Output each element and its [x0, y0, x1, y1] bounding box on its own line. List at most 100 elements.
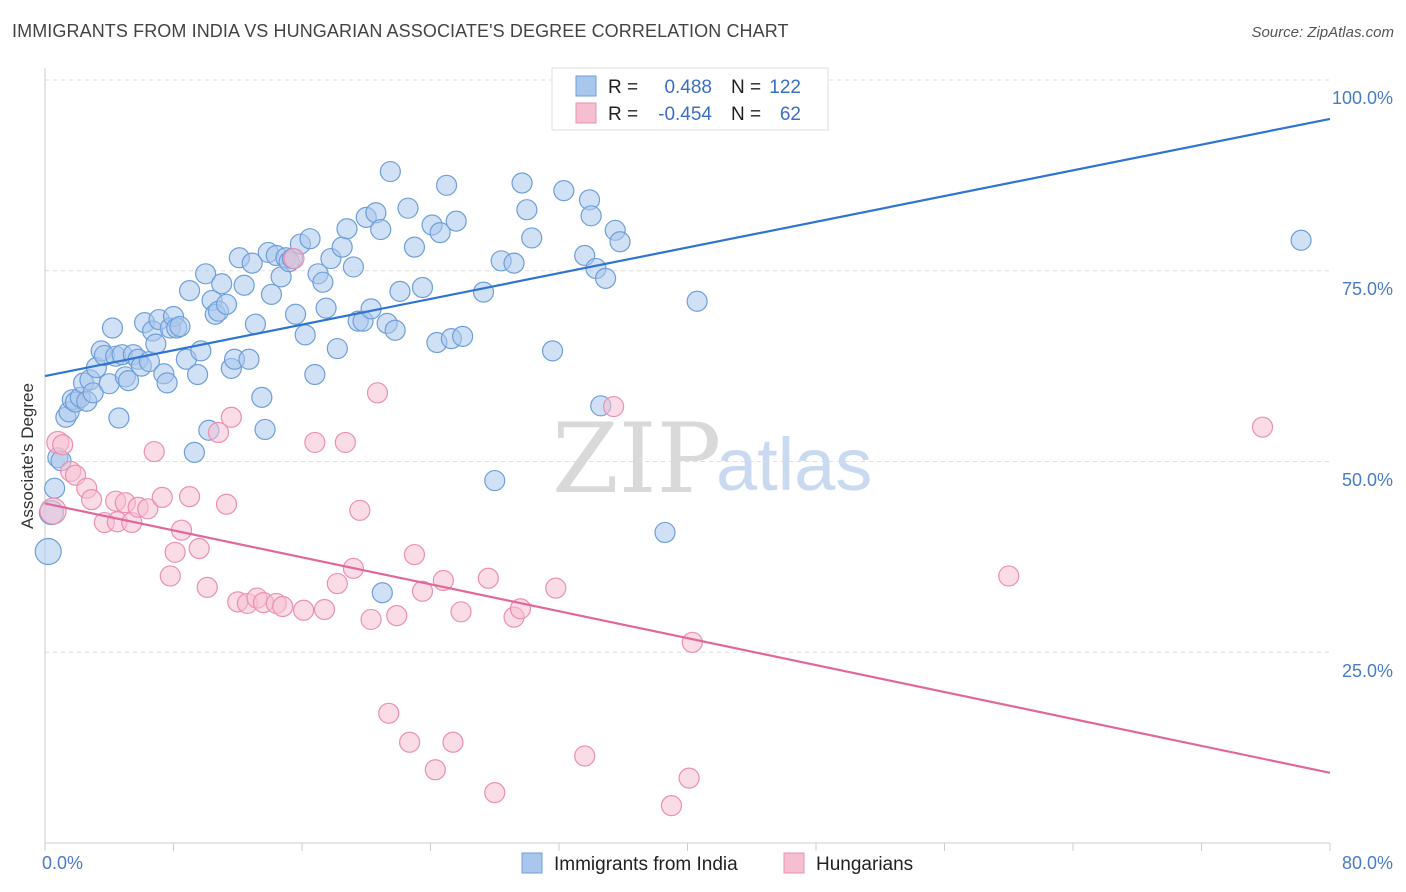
india-point-13 [82, 382, 104, 404]
hungarian-point-59 [681, 631, 703, 653]
bottom-legend-swatch-hungarian [783, 852, 805, 874]
hungarian-point-35 [326, 572, 348, 595]
india-point-57 [251, 386, 273, 409]
bottom-legend-label-india: Immigrants from India [554, 854, 738, 875]
india-point-84 [370, 218, 392, 241]
hungarian-point-61 [1251, 416, 1274, 438]
y-tick-label-50: 50.0% [1342, 470, 1393, 490]
legend-n-label-india: N = [731, 77, 761, 98]
hungarian-point-38 [349, 499, 371, 521]
india-point-91 [411, 276, 434, 299]
source-credit: Source: ZipAtlas.com [1251, 24, 1394, 41]
x-tick-label-max: 80.0% [1342, 853, 1393, 873]
hungarian-point-51 [484, 782, 506, 804]
india-point-20 [108, 407, 130, 429]
hungarian-point-49 [450, 601, 472, 623]
india-point-66 [284, 303, 307, 325]
india-point-39 [178, 279, 201, 302]
india-point-106 [541, 340, 564, 362]
hungarian-point-44 [403, 543, 426, 566]
stats-legend-box [551, 67, 829, 131]
hungarian-point-31 [283, 247, 305, 270]
y-tick-label-25: 25.0% [1342, 661, 1393, 681]
hungarian-point-36 [334, 431, 356, 454]
india-point-78 [342, 256, 364, 278]
india-point-53 [233, 274, 255, 296]
india-point-103 [511, 172, 533, 194]
hungarian-point-58 [678, 767, 700, 789]
india-point-23 [117, 370, 140, 392]
series-legend: Immigrants from India Hungarians [521, 852, 913, 875]
series-india-points [34, 160, 1312, 604]
legend-swatch-india [575, 75, 597, 97]
hungarian-point-15 [151, 486, 173, 508]
india-point-100 [484, 469, 506, 492]
hungarian-point-41 [378, 702, 400, 724]
hungarian-point-40 [366, 382, 389, 404]
chart-title: IMMIGRANTS FROM INDIA VS HUNGARIAN ASSOC… [12, 21, 789, 41]
hungarian-point-32 [293, 599, 315, 621]
india-point-54 [238, 348, 260, 370]
trend-lines [44, 117, 1331, 774]
legend-r-label-india: R = [608, 77, 638, 98]
legend-r-value-hungarian: -0.454 [658, 104, 712, 125]
legend-n-label-hungarian: N = [731, 104, 761, 125]
india-point-104 [516, 199, 538, 221]
hungarian-point-13 [137, 498, 159, 520]
legend-n-value-india: 122 [769, 77, 801, 98]
india-point-86 [379, 160, 401, 183]
india-point-94 [429, 222, 451, 244]
india-point-33 [156, 372, 178, 394]
y-axis-label: Associate's Degree [18, 383, 37, 529]
hungarian-point-34 [313, 598, 336, 621]
hungarian-point-30 [272, 595, 294, 618]
india-point-102 [503, 252, 525, 274]
india-point-107 [553, 180, 575, 202]
legend-swatch-hungarian [575, 102, 597, 124]
x-tick-label-min: 0.0% [42, 853, 83, 873]
india-point-30 [145, 333, 167, 355]
trend-line-india [44, 117, 1331, 378]
india-point-113 [594, 267, 617, 289]
india-point-118 [371, 582, 393, 604]
india-point-95 [435, 174, 458, 196]
india-point-56 [244, 313, 267, 335]
hungarian-point-20 [188, 537, 210, 560]
hungarian-point-45 [411, 580, 434, 602]
india-point-88 [389, 280, 411, 302]
trend-line-hungarian [44, 502, 1331, 774]
hungarian-point-33 [304, 431, 326, 454]
india-point-2 [44, 477, 66, 499]
india-point-73 [315, 297, 337, 319]
india-point-105 [521, 227, 543, 249]
hungarian-point-19 [178, 485, 201, 508]
hungarian-point-50 [477, 567, 499, 589]
india-point-60 [260, 283, 283, 306]
watermark-zip: ZIP [552, 403, 721, 515]
hungarian-point-46 [424, 759, 446, 781]
axes [44, 68, 1331, 851]
india-point-97 [445, 210, 467, 232]
legend-r-value-india: 0.488 [664, 77, 712, 98]
india-point-117 [686, 290, 708, 312]
india-point-37 [169, 315, 191, 338]
india-point-72 [312, 271, 334, 293]
hungarian-point-56 [603, 395, 625, 418]
india-point-49 [215, 293, 238, 315]
hungarian-point-24 [220, 406, 242, 428]
y-tick-label-75: 75.0% [1342, 279, 1393, 299]
hungarian-point-57 [660, 795, 683, 817]
y-tick-label-100: 100.0% [1332, 88, 1393, 108]
hungarian-point-0 [39, 497, 67, 525]
hungarian-point-48 [442, 731, 464, 753]
hungarian-point-55 [574, 745, 596, 767]
hungarian-point-22 [207, 421, 230, 444]
india-point-99 [472, 281, 495, 303]
india-point-0 [34, 537, 62, 566]
hungarian-point-16 [159, 565, 181, 587]
hungarian-point-23 [215, 493, 238, 515]
india-point-87 [384, 319, 406, 341]
india-point-58 [254, 418, 276, 441]
india-point-68 [294, 324, 316, 346]
